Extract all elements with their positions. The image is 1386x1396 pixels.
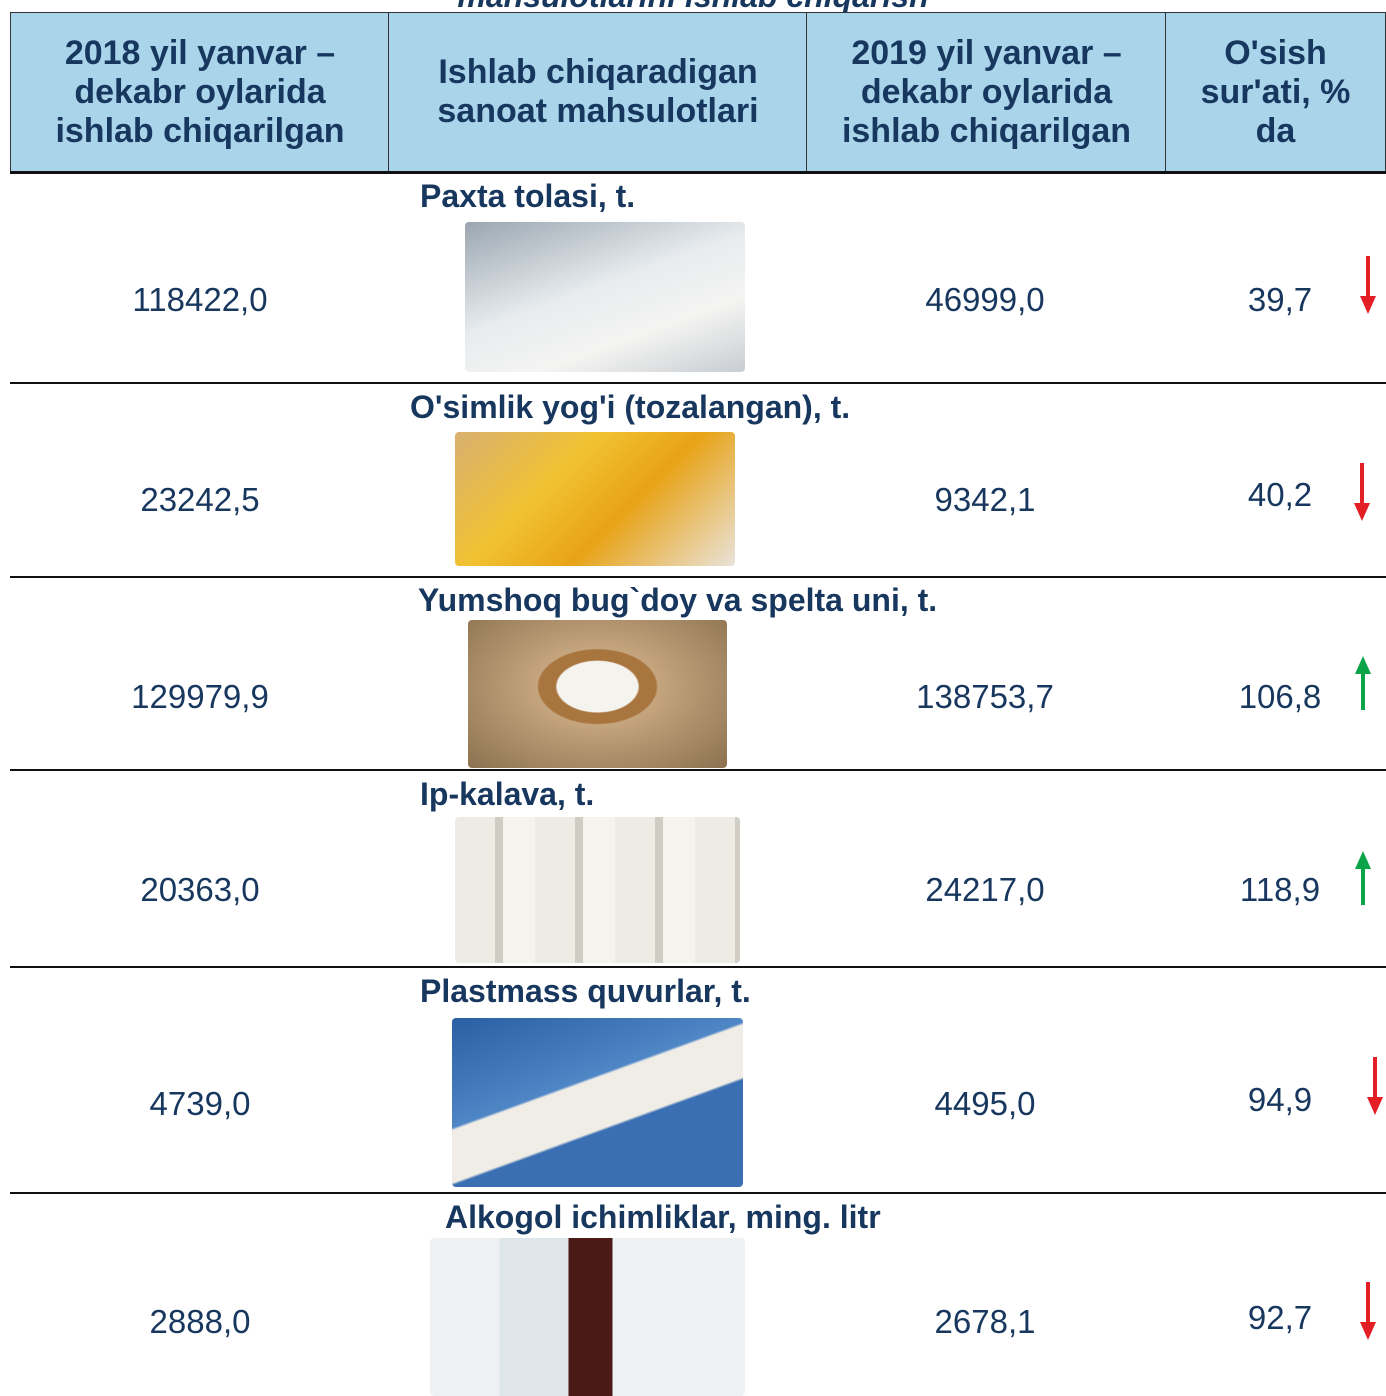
column-header: 2018 yil yanvar – dekabr oylarida ishlab… — [10, 12, 390, 172]
product-name: Paxta tolasi, t. — [420, 178, 635, 215]
value-2018: 20363,0 — [60, 871, 340, 909]
value-2018: 129979,9 — [60, 678, 340, 716]
product-image — [430, 1238, 745, 1396]
growth-rate: 92,7 — [1200, 1299, 1360, 1337]
down-arrow — [1358, 256, 1378, 316]
growth-rate: 39,7 — [1200, 281, 1360, 319]
value-2018: 4739,0 — [60, 1085, 340, 1123]
row-divider — [10, 171, 1386, 174]
value-2018: 23242,5 — [60, 481, 340, 519]
column-header: Ishlab chiqaradigan sanoat mahsulotlari — [388, 12, 808, 172]
down-arrow — [1365, 1057, 1385, 1117]
value-2019: 138753,7 — [845, 678, 1125, 716]
value-2019: 46999,0 — [845, 281, 1125, 319]
row-divider — [10, 1192, 1386, 1194]
row-divider — [10, 576, 1386, 578]
growth-rate: 94,9 — [1200, 1081, 1360, 1119]
product-name: Yumshoq bug`doy va spelta uni, t. — [418, 582, 937, 619]
value-2019: 9342,1 — [845, 481, 1125, 519]
page: {"header": {"title": "mahsulotlarini ish… — [0, 0, 1386, 1396]
row-divider — [10, 769, 1386, 771]
value-2019: 2678,1 — [845, 1303, 1125, 1341]
product-name: O'simlik yog'i (tozalangan), t. — [410, 389, 850, 426]
growth-rate: 106,8 — [1200, 678, 1360, 716]
down-arrow — [1358, 1282, 1378, 1342]
product-image — [455, 432, 735, 566]
product-image — [465, 222, 745, 372]
value-2019: 4495,0 — [845, 1085, 1125, 1123]
product-image — [455, 817, 740, 963]
down-arrow — [1352, 463, 1372, 523]
row-divider — [10, 966, 1386, 968]
product-name: Plastmass quvurlar, t. — [420, 973, 751, 1010]
row-divider — [10, 382, 1386, 384]
growth-rate: 118,9 — [1200, 871, 1360, 909]
product-name: Alkogol ichimliklar, ming. litr — [445, 1199, 881, 1236]
product-image — [468, 620, 727, 768]
value-2019: 24217,0 — [845, 871, 1125, 909]
growth-rate: 40,2 — [1200, 476, 1360, 514]
product-name: Ip-kalava, t. — [420, 776, 594, 813]
up-arrow — [1353, 656, 1373, 711]
column-header: O'sish sur'ati, % da — [1165, 12, 1386, 172]
up-arrow — [1353, 851, 1373, 906]
product-image — [452, 1018, 743, 1187]
value-2018: 2888,0 — [60, 1303, 340, 1341]
column-header: 2019 yil yanvar – dekabr oylarida ishlab… — [806, 12, 1167, 172]
value-2018: 118422,0 — [60, 281, 340, 319]
